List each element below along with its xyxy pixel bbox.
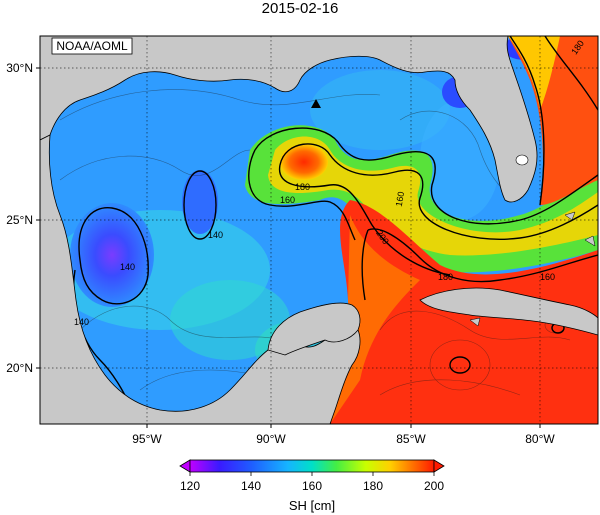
colorbar: 120 140 160 180 200 SH [cm] xyxy=(179,459,445,513)
colorbar-tick: 180 xyxy=(363,479,383,493)
lon-label: 85°W xyxy=(396,432,426,446)
map-title: 2015-02-16 xyxy=(261,0,339,17)
contour-label: 140 xyxy=(120,262,135,272)
contour-label: 180 xyxy=(295,182,310,192)
colorbar-low-arrow xyxy=(179,459,191,473)
triangle-marker-icon xyxy=(311,99,321,108)
lake-okeechobee xyxy=(515,154,529,166)
lat-label: 20°N xyxy=(6,361,33,375)
cold-eddy xyxy=(70,203,154,307)
cold-eddy xyxy=(182,170,218,234)
map-frame xyxy=(39,35,599,425)
sh-patch xyxy=(310,70,450,150)
colorbar-high-arrow xyxy=(433,459,445,473)
colorbar-label: SH [cm] xyxy=(289,498,335,513)
contour-label: 160 xyxy=(540,272,555,282)
land-isle-of-youth xyxy=(469,317,481,327)
colorbar-tick: 160 xyxy=(302,479,322,493)
contour-label: 140 xyxy=(74,317,89,327)
credit-label: NOAA/AOML xyxy=(56,39,128,53)
colorbar-tick: 200 xyxy=(424,479,444,493)
lon-label: 90°W xyxy=(256,432,286,446)
lon-label: 95°W xyxy=(132,432,162,446)
land-bahamas xyxy=(564,211,576,221)
colorbar-tick: 140 xyxy=(241,479,261,493)
land-yucatan xyxy=(267,302,361,356)
contour-label: 140 xyxy=(208,230,223,240)
lon-label: 80°W xyxy=(525,432,555,446)
tick-marks xyxy=(36,67,541,428)
warm-eddy xyxy=(280,144,328,180)
lat-label: 25°N xyxy=(6,213,33,227)
sh-patch xyxy=(420,100,500,220)
contour-label: 160 xyxy=(280,195,295,205)
colorbar-ramp xyxy=(189,459,435,473)
map-area xyxy=(40,36,598,424)
land-bahamas xyxy=(584,235,596,247)
credit-box xyxy=(51,37,133,55)
graticule xyxy=(40,36,598,424)
contour-label: 180 xyxy=(438,272,453,282)
colorbar-tick: 120 xyxy=(180,479,200,493)
contour-label: 160 xyxy=(394,191,406,208)
lat-label: 30°N xyxy=(6,61,33,75)
